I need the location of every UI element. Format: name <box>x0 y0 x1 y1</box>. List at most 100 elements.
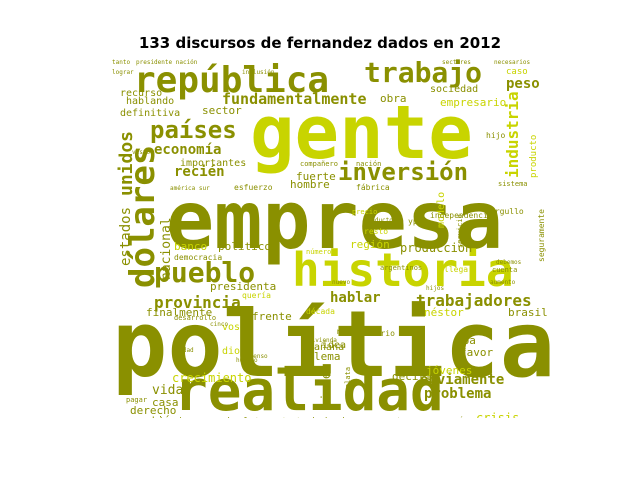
word-cloud: política empresa gente realidad historia… <box>110 58 550 418</box>
word: casa <box>152 396 179 409</box>
word: néstor <box>424 306 464 319</box>
word: mañana <box>308 342 344 353</box>
word: pueblo <box>154 256 255 289</box>
word: vivienda <box>308 337 337 344</box>
word: cinco <box>210 321 228 328</box>
word: sistema <box>498 180 528 188</box>
word: modelo <box>436 192 447 228</box>
word: trabajo <box>364 58 482 89</box>
word: producto <box>529 135 539 178</box>
word: resto <box>364 227 388 236</box>
word: llegar <box>444 265 473 274</box>
word: brasil <box>508 306 548 319</box>
word: servicio <box>456 214 464 248</box>
word: número <box>306 248 331 256</box>
word: productores <box>364 217 404 224</box>
word-cloud-words: política empresa gente realidad historia… <box>112 58 550 418</box>
word: fundamentalmente <box>222 90 367 108</box>
word: política <box>112 291 550 398</box>
word: humano <box>236 357 258 364</box>
word: dio <box>222 346 240 357</box>
word: industria <box>503 91 522 178</box>
word: decirle <box>392 370 438 383</box>
word: tanto <box>112 59 130 66</box>
word: caso <box>506 67 528 77</box>
chart-title: 133 discursos de fernandez dados en 2012 <box>138 34 502 52</box>
word: orgullo <box>490 207 524 216</box>
word: empresario <box>440 96 506 109</box>
word: compañero <box>300 160 338 168</box>
word: recuerdo <box>336 327 375 336</box>
word: sector <box>202 104 242 117</box>
word: independencia <box>430 211 493 220</box>
word: político <box>218 240 271 253</box>
word: aumento <box>490 279 516 286</box>
word: santa cruz <box>380 417 434 418</box>
word: obra <box>380 92 407 105</box>
word: peso <box>506 76 540 92</box>
word: desarrollo <box>174 314 216 322</box>
word: jóvenes <box>426 364 472 377</box>
word: ciudad <box>172 347 194 354</box>
word: absolutamente <box>222 417 292 418</box>
word: trabajadores <box>416 291 532 310</box>
word: américa sur <box>170 185 210 192</box>
word: importantes <box>180 158 246 169</box>
word: provincia <box>154 293 241 312</box>
word: nación <box>356 160 381 168</box>
word: argentinos <box>380 264 422 272</box>
word: esfuerzo <box>234 183 273 192</box>
word: fábrica <box>356 183 390 192</box>
word: crecimiento <box>172 371 251 385</box>
word: inclusión <box>242 69 275 76</box>
word: empresa <box>166 174 503 267</box>
word: obviamente <box>420 372 504 388</box>
word: diario <box>366 329 395 338</box>
word: vos <box>222 322 240 333</box>
word: década <box>306 306 335 316</box>
word: región <box>350 238 390 251</box>
word: economía <box>154 142 221 158</box>
word: finalmente <box>146 306 212 319</box>
word: precio <box>352 208 377 216</box>
word: inversión <box>338 158 468 186</box>
word: presidente nación <box>136 59 198 66</box>
word: quería <box>242 291 271 300</box>
word: lograr <box>112 69 134 76</box>
word: hijos <box>426 285 444 292</box>
word: definitiva <box>120 108 180 119</box>
word-cloud-background <box>110 58 550 418</box>
word: visto <box>132 149 150 156</box>
word: viene <box>319 372 333 408</box>
word: estados <box>118 207 134 266</box>
word: unidos <box>116 131 137 196</box>
word: crisis <box>476 411 519 418</box>
word: pienso <box>246 353 268 360</box>
word: energía <box>438 416 468 418</box>
word: debemos <box>496 259 522 266</box>
word: cuestión <box>124 414 177 418</box>
word: democracia <box>174 253 222 262</box>
word: cuenta <box>492 266 517 274</box>
word: necesarios <box>494 59 531 66</box>
word: realidad <box>174 359 444 418</box>
word: historia <box>292 243 514 297</box>
word: recurso <box>120 88 162 99</box>
word: idea <box>322 340 346 351</box>
word: vida <box>152 383 183 398</box>
word: trabajando <box>296 417 350 418</box>
word: nacional <box>159 217 174 280</box>
word: sectores <box>442 59 471 66</box>
word: hombre <box>290 178 330 191</box>
word: bandera <box>160 417 198 418</box>
word: ypf <box>408 217 423 226</box>
word: hablar <box>330 290 381 306</box>
word: problema <box>424 386 491 402</box>
word: producción <box>400 241 472 255</box>
word: gente <box>250 90 473 176</box>
word: banco <box>174 240 207 253</box>
word: sociedad <box>430 84 478 95</box>
word: hablando <box>126 96 174 107</box>
word: países <box>150 116 237 144</box>
word: derecho <box>130 404 176 417</box>
